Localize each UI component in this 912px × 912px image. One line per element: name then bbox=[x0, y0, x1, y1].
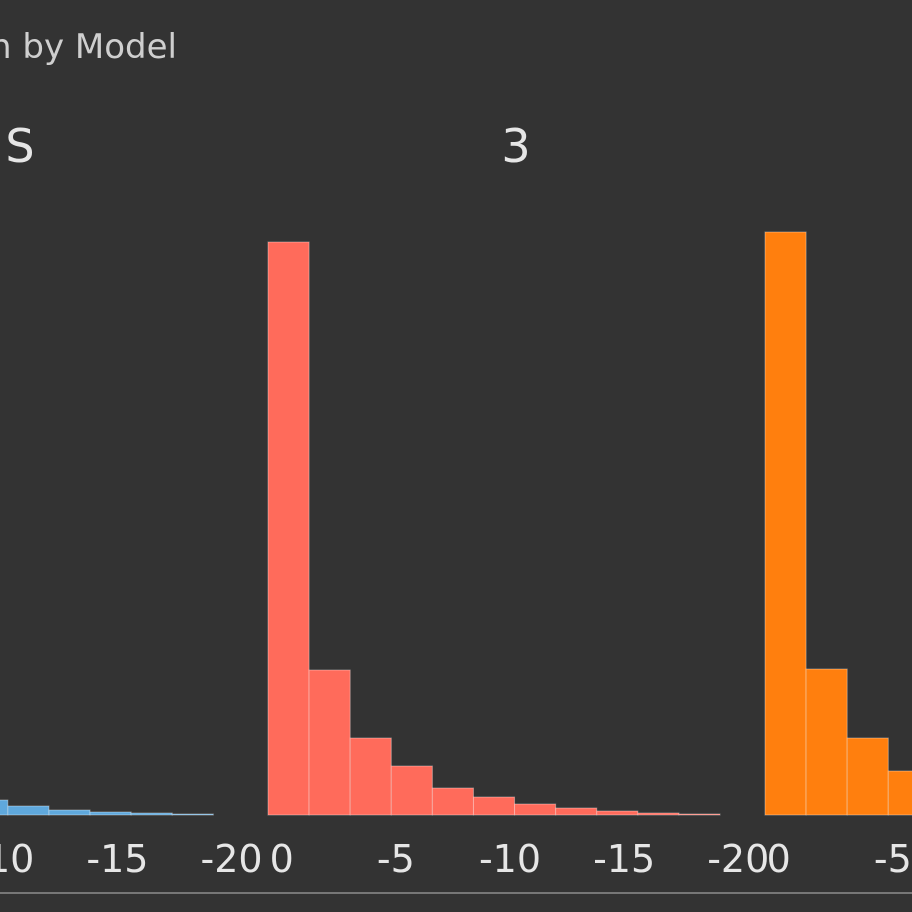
bar bbox=[637, 812, 680, 816]
panel-title: 3 bbox=[501, 119, 530, 173]
x-tick-label: -15 bbox=[86, 837, 148, 881]
x-tick-label: -5 bbox=[377, 837, 415, 881]
x-tick-label: -10 bbox=[0, 837, 34, 881]
x-tick-label: -5 bbox=[874, 837, 912, 881]
bar bbox=[308, 669, 351, 816]
bar bbox=[267, 241, 310, 816]
panel-title: S bbox=[5, 119, 34, 173]
bar bbox=[846, 737, 889, 816]
bar bbox=[48, 809, 91, 816]
bar bbox=[431, 787, 474, 816]
bar bbox=[472, 796, 516, 816]
bar bbox=[349, 737, 392, 816]
bar bbox=[390, 765, 433, 816]
bar bbox=[0, 799, 9, 816]
x-tick-label: 0 bbox=[270, 837, 294, 881]
bar bbox=[130, 812, 173, 816]
x-tick-label: -20 bbox=[201, 837, 263, 881]
bar bbox=[171, 813, 214, 816]
bar bbox=[596, 810, 639, 816]
bar bbox=[7, 805, 50, 816]
x-tick-label: -20 bbox=[707, 837, 769, 881]
bar bbox=[764, 231, 807, 816]
bar bbox=[678, 813, 721, 816]
bar bbox=[887, 770, 912, 816]
bar bbox=[555, 807, 598, 816]
bar bbox=[89, 811, 132, 816]
dashboard-title: n by Model bbox=[0, 27, 177, 67]
bar bbox=[514, 803, 557, 816]
x-tick-label: -10 bbox=[479, 837, 541, 881]
bar bbox=[805, 668, 848, 816]
x-tick-label: -15 bbox=[593, 837, 655, 881]
x-tick-label: 0 bbox=[767, 837, 791, 881]
